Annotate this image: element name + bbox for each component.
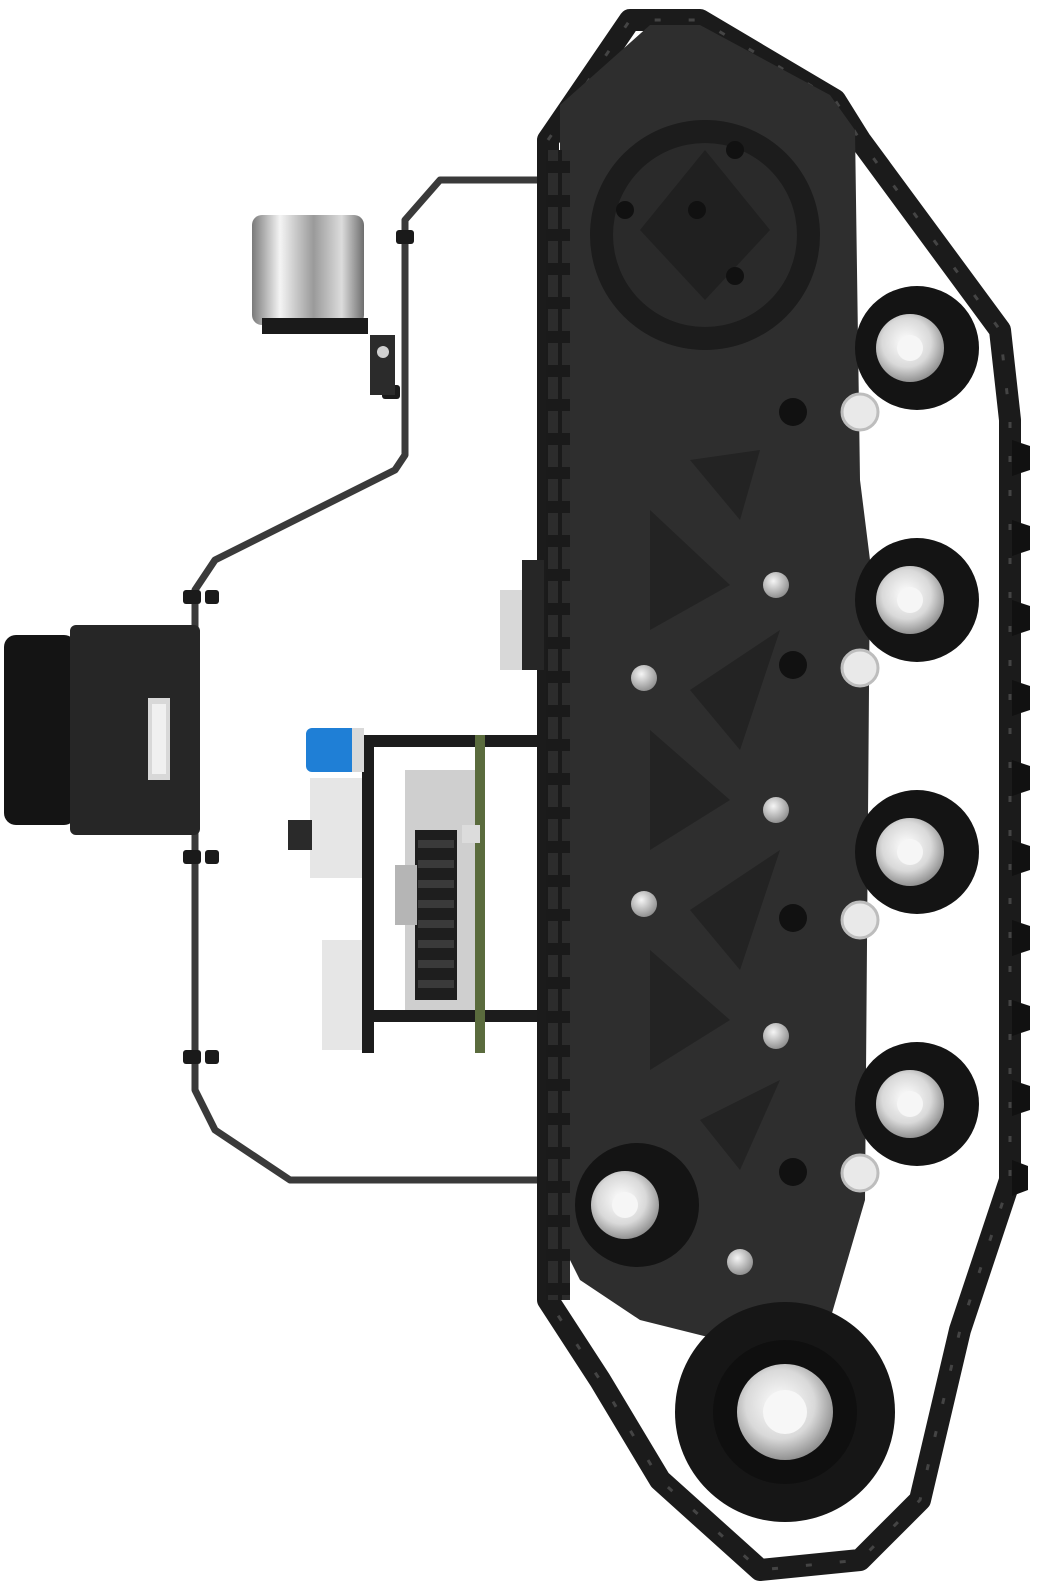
road-wheel-2	[855, 538, 979, 662]
road-wheel-5	[575, 1143, 699, 1267]
rear-idler-wheel	[675, 1302, 895, 1522]
road-wheel-4	[855, 1042, 979, 1166]
track-belt	[537, 9, 1021, 1581]
mount-bracket	[191, 176, 540, 1184]
lidar-sensor	[252, 215, 395, 395]
blue-connector	[306, 728, 364, 772]
electronics-board	[288, 735, 547, 1053]
motor-block	[4, 625, 200, 835]
idler-rollers	[840, 392, 880, 1193]
side-connector	[500, 560, 544, 670]
mount-bracket-screws	[183, 230, 414, 1064]
side-plate	[546, 25, 870, 1350]
plate-screws	[631, 398, 807, 1275]
track-teeth	[1012, 440, 1030, 1196]
road-wheel-1	[855, 286, 979, 410]
road-wheels	[575, 286, 979, 1267]
drive-sprocket	[590, 120, 820, 350]
road-wheel-3	[855, 790, 979, 914]
